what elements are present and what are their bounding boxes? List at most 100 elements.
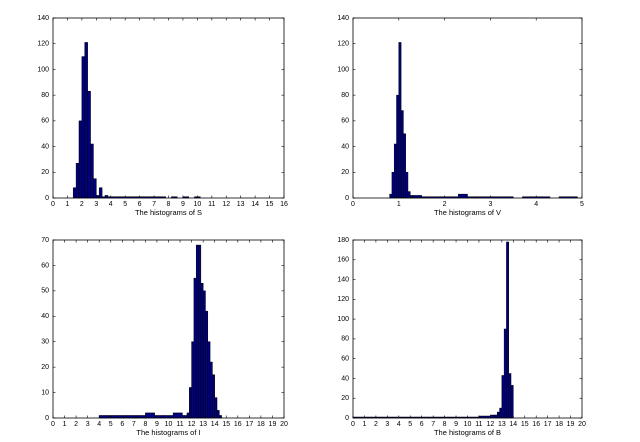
bar [84,42,88,199]
x-tick-label: 8 [167,201,171,208]
x-tick-label: 11 [475,421,482,428]
x-tick-label: 11 [208,201,215,208]
x-tick-label: 15 [521,421,529,428]
bar [510,385,514,419]
y-tick-label: 120 [337,41,349,48]
x-tick-label: 2 [374,421,378,428]
y-tick-label: 140 [337,276,349,283]
y-tick-label: 120 [337,296,349,303]
bar [193,277,197,419]
bar [189,387,192,419]
bar [145,412,155,419]
x-tick-label: 18 [555,421,563,428]
x-tick-label: 4 [397,421,401,428]
x-tick-label: 4 [109,201,113,208]
y-tick-label: 40 [341,375,349,382]
x-tick-label: 5 [580,201,584,208]
y-tick-label: 80 [341,336,349,343]
y-tick-label: 140 [37,15,49,22]
bar [216,410,220,419]
x-axis-label: The histograms of B [434,428,501,437]
x-tick-label: 4 [97,421,101,428]
x-tick-label: 3 [488,201,492,208]
x-tick-label: 9 [181,201,185,208]
x-tick-label: 18 [257,421,265,428]
x-tick-label: 4 [534,201,538,208]
y-tick-label: 60 [341,118,349,125]
bar [98,187,103,199]
bar [202,290,206,419]
x-tick-label: 0 [351,421,355,428]
x-tick-label: 5 [109,421,113,428]
x-tick-label: 17 [245,421,253,428]
x-tick-label: 9 [155,421,159,428]
bar [207,341,211,419]
bar [501,375,505,419]
y-tick-label: 100 [37,66,49,73]
x-tick-label: 3 [385,421,389,428]
y-tick-label: 40 [41,313,49,320]
x-tick-label: 12 [222,201,230,208]
y-tick-label: 10 [41,389,49,396]
x-tick-label: 14 [211,421,219,428]
x-tick-label: 10 [193,201,201,208]
x-tick-label: 10 [165,421,173,428]
bar [205,310,209,419]
x-tick-label: 20 [578,421,586,428]
bar [508,373,512,419]
y-tick-label: 60 [341,356,349,363]
x-tick-label: 16 [234,421,242,428]
y-tick-label: 120 [37,41,49,48]
y-tick-label: 160 [337,257,349,264]
x-tick-label: 2 [443,201,447,208]
y-tick-label: 180 [337,237,349,244]
x-tick-label: 8 [443,421,447,428]
bar [200,282,204,419]
x-tick-label: 5 [123,201,127,208]
x-tick-label: 12 [487,421,495,428]
x-tick-label: 19 [269,421,277,428]
y-tick-label: 70 [41,237,49,244]
y-tick-label: 140 [337,15,349,22]
bar [172,412,183,419]
axes-frame [352,17,583,199]
x-tick-label: 3 [94,201,98,208]
bar [87,91,91,199]
axes-frame [52,239,285,419]
x-tick-label: 13 [498,421,506,428]
bar [93,178,97,199]
y-tick-label: 20 [341,169,349,176]
bar [403,133,406,199]
x-tick-label: 17 [544,421,552,428]
bar [391,172,395,199]
x-tick-label: 20 [280,421,288,428]
x-tick-label: 16 [532,421,540,428]
bar [198,244,202,419]
x-tick-label: 6 [138,201,142,208]
x-tick-label: 8 [143,421,147,428]
bar [490,414,496,419]
bar [214,397,218,419]
x-axis-label: The histograms of S [135,208,202,217]
bar [396,94,400,199]
bar [497,411,500,419]
x-tick-label: 2 [74,421,78,428]
y-tick-label: 20 [341,395,349,402]
bar [506,241,509,419]
x-tick-label: 11 [176,421,183,428]
bar [400,110,404,199]
x-tick-label: 14 [251,201,259,208]
y-tick-label: 20 [41,169,49,176]
x-tick-label: 7 [132,421,136,428]
y-tick-label: 60 [41,118,49,125]
x-tick-label: 15 [222,421,230,428]
y-tick-label: 40 [341,143,349,150]
y-tick-label: 60 [41,262,49,269]
x-tick-label: 15 [266,201,274,208]
x-tick-label: 5 [408,421,412,428]
x-tick-label: 1 [397,201,401,208]
x-tick-label: 7 [431,421,435,428]
x-tick-label: 10 [464,421,472,428]
x-tick-label: 6 [420,421,424,428]
